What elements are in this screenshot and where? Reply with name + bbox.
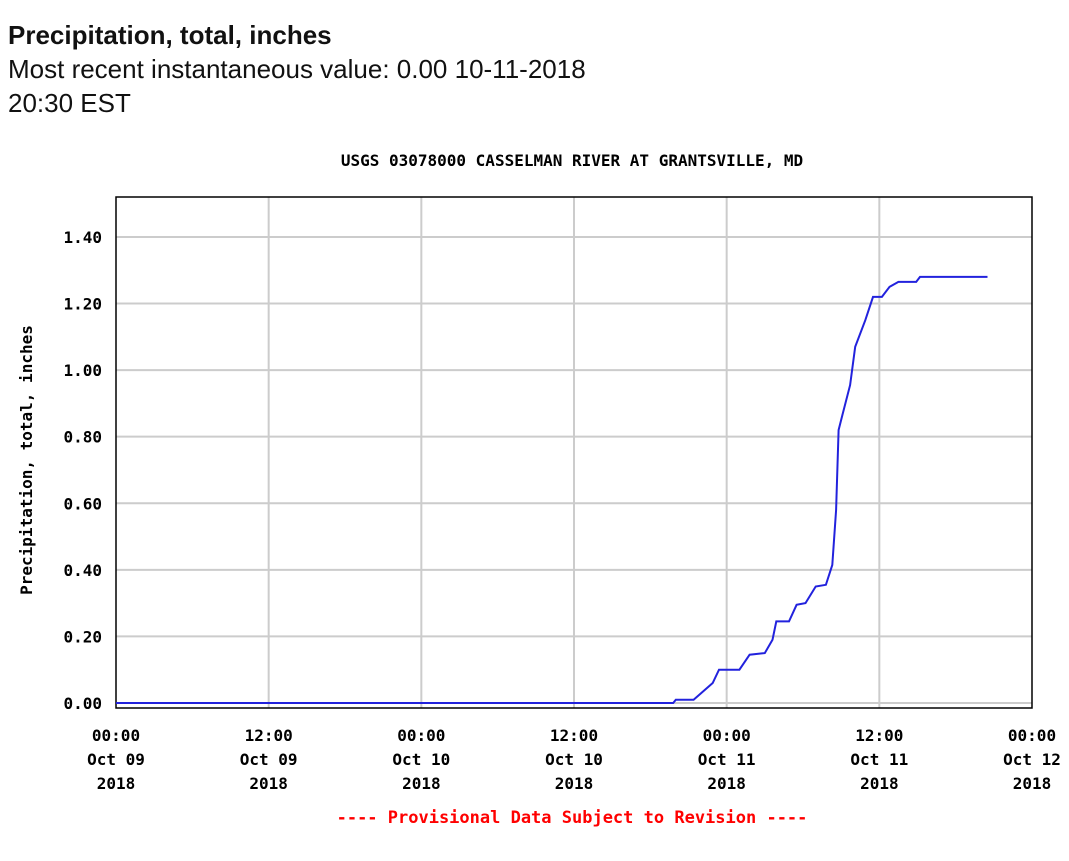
- x-tick-label: 00:00: [397, 726, 445, 745]
- y-tick-label: 0.00: [63, 694, 102, 713]
- x-tick-label: 2018: [97, 774, 136, 793]
- y-tick-label: 0.60: [63, 494, 102, 513]
- y-axis-label: Precipitation, total, inches: [17, 325, 36, 595]
- y-tick-label: 1.00: [63, 361, 102, 380]
- x-tick-label: Oct 10: [392, 750, 450, 769]
- page-title: Precipitation, total, inches: [8, 20, 332, 50]
- x-tick-label: 2018: [860, 774, 899, 793]
- x-tick-label: 2018: [707, 774, 746, 793]
- x-tick-label: 12:00: [855, 726, 903, 745]
- x-tick-label: Oct 09: [87, 750, 145, 769]
- x-tick-label: 00:00: [1008, 726, 1056, 745]
- x-tick-label: 12:00: [245, 726, 293, 745]
- x-tick-label: 2018: [402, 774, 441, 793]
- x-tick-label: 2018: [1013, 774, 1052, 793]
- y-tick-label: 0.40: [63, 561, 102, 580]
- header: Precipitation, total, inches Most recent…: [8, 18, 648, 120]
- x-tick-label: Oct 11: [698, 750, 756, 769]
- grid: [116, 197, 1032, 708]
- x-tick-label: Oct 11: [850, 750, 908, 769]
- x-tick-label: 12:00: [550, 726, 598, 745]
- y-tick-label: 0.20: [63, 627, 102, 646]
- tick-labels: 0.00 0.20 0.40 0.60 0.80 1.00 1.20 1.40 00:00 Oct…: [63, 228, 1060, 793]
- provisional-footnote: ---- Provisional Data Subject to Revisio…: [337, 808, 808, 828]
- x-tick-label: Oct 09: [240, 750, 298, 769]
- y-tick-label: 1.40: [63, 228, 102, 247]
- x-tick-label: Oct 10: [545, 750, 603, 769]
- y-tick-label: 0.80: [63, 428, 102, 447]
- plot-frame: [115, 196, 1033, 709]
- y-tick-label: 1.20: [63, 295, 102, 314]
- chart-title: USGS 03078000 CASSELMAN RIVER AT GRANTSV…: [341, 151, 803, 170]
- series-line: [116, 275, 988, 704]
- x-tick-label: 00:00: [703, 726, 751, 745]
- latest-value-text: Most recent instantaneous value: 0.00 10…: [8, 54, 586, 118]
- x-tick-label: Oct 12: [1003, 750, 1061, 769]
- x-tick-label: 2018: [249, 774, 288, 793]
- x-tick-label: 2018: [555, 774, 594, 793]
- x-tick-label: 00:00: [92, 726, 140, 745]
